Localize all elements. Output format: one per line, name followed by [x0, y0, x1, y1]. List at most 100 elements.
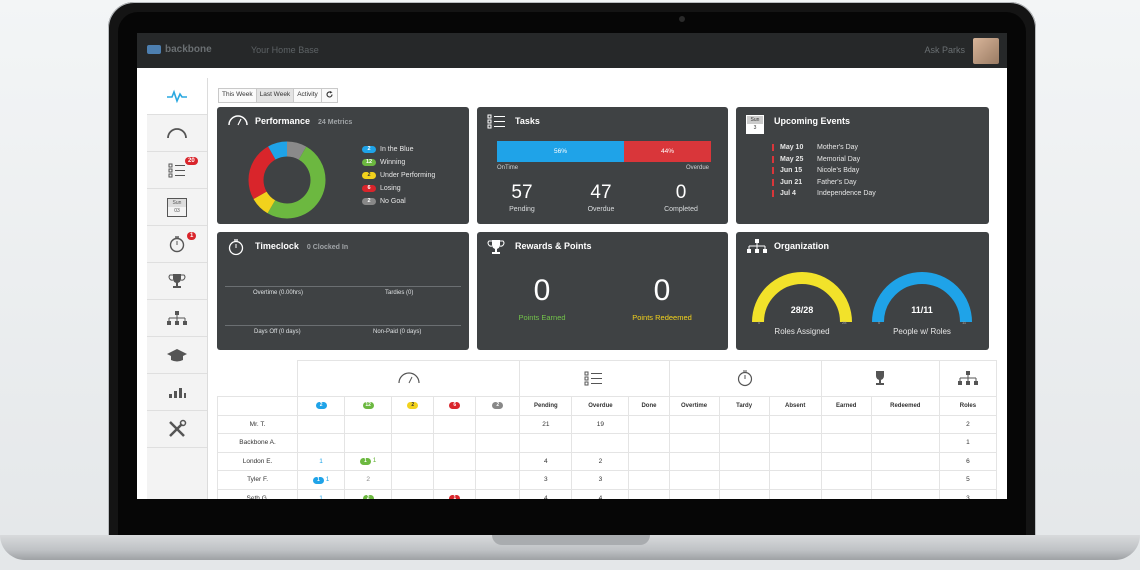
sidebar-item-organization[interactable]: [147, 300, 207, 337]
header-overdue[interactable]: Overdue: [571, 396, 630, 416]
organization-tile[interactable]: Organization 28/28 0 28 Roles Assigned 1…: [736, 232, 989, 350]
overdue-bar: 44%: [624, 141, 711, 162]
cell: [475, 451, 521, 471]
roles-value: 28/28: [790, 305, 814, 315]
header-losing[interactable]: 6: [433, 396, 477, 416]
rewards-tile[interactable]: Rewards & Points 0 Points Earned 0 Point…: [477, 232, 728, 350]
trophy-icon: [876, 370, 885, 385]
cell: [668, 451, 720, 471]
points-redeemed-label: Points Redeemed: [632, 313, 692, 322]
table-row[interactable]: London E. 1 1 1 4 2 6: [216, 451, 998, 471]
header-winning[interactable]: 12: [344, 396, 393, 416]
header-in-blue[interactable]: 2: [297, 396, 346, 416]
events-title: Upcoming Events: [774, 116, 851, 126]
cell: [391, 488, 435, 499]
tab-last-week[interactable]: Last Week: [255, 88, 295, 103]
tab-this-week[interactable]: This Week: [218, 88, 257, 103]
checklist-icon: [584, 371, 603, 385]
legend-count: 2: [362, 198, 376, 205]
sidebar-item-calendar[interactable]: Sun 03: [147, 189, 207, 226]
donut-segment: [248, 141, 326, 219]
laptop-notch: [492, 535, 650, 545]
people-gauge: [872, 272, 972, 323]
table-row[interactable]: Seth G. 1 2 1 4 4 3: [216, 488, 998, 499]
tasks-title: Tasks: [515, 116, 540, 126]
calendar-icon-month: Sun: [168, 198, 186, 207]
performance-title: Performance 24 Metrics: [255, 116, 352, 126]
cell-overdue: 3: [571, 470, 630, 490]
sidebar-item-training[interactable]: [147, 337, 207, 374]
performance-tile[interactable]: Performance 24 Metrics 2 In the Blue 12 Win…: [217, 107, 469, 224]
sidebar-item-tools[interactable]: [147, 411, 207, 448]
table-row[interactable]: Mr. T. 21 19 2: [216, 414, 998, 434]
brand-logo[interactable]: backbone: [147, 44, 212, 55]
header-pending[interactable]: Pending: [519, 396, 573, 416]
pending-label: Pending: [509, 206, 535, 213]
roles-min: 0: [758, 320, 761, 325]
header-earned[interactable]: Earned: [820, 396, 872, 416]
avatar[interactable]: [973, 38, 999, 64]
header-done[interactable]: Done: [628, 396, 670, 416]
non-paid-label: Non-Paid (0 days): [373, 329, 422, 335]
user-name[interactable]: Ask Parks: [924, 45, 965, 55]
timeclock-tile[interactable]: Timeclock 0 Clocked In Overtime (0.00hrs)…: [217, 232, 469, 350]
calendar-icon-day: 03: [174, 207, 180, 214]
org-group-header: [938, 360, 998, 397]
cell-pending: [519, 433, 573, 453]
cell: [768, 470, 822, 490]
row-name[interactable]: Backbone A.: [216, 433, 299, 453]
header-redeemed[interactable]: Redeemed: [870, 396, 940, 416]
header-overtime[interactable]: Overtime: [668, 396, 720, 416]
name-header: [216, 396, 299, 416]
cell: [668, 488, 720, 499]
sidebar-item-reports[interactable]: [147, 374, 207, 411]
cell: [718, 433, 770, 453]
tasks-tile[interactable]: Tasks 56% 44% OnTime Overdue 57 Pending …: [477, 107, 728, 224]
sidebar-item-rewards[interactable]: [147, 263, 207, 300]
row-name[interactable]: Mr. T.: [216, 414, 299, 434]
sidebar-item-timeclock[interactable]: 1: [147, 226, 207, 263]
event-item[interactable]: Jul 4 Independence Day: [772, 188, 876, 199]
row-name[interactable]: Seth G.: [216, 488, 299, 499]
timeclock-subtitle: 0 Clocked In: [306, 244, 349, 251]
graduation-cap-icon: [167, 349, 187, 362]
event-item[interactable]: Jun 15 Nicole's Bday: [772, 165, 859, 176]
cell: [628, 433, 670, 453]
event-item[interactable]: Jun 21 Father's Day: [772, 177, 856, 188]
header-absent[interactable]: Absent: [768, 396, 822, 416]
top-bar: backbone Your Home Base Ask Parks: [137, 33, 1007, 68]
header-roles[interactable]: Roles: [938, 396, 998, 416]
pending-count: 57: [511, 182, 533, 203]
cell-roles: 2: [938, 414, 998, 434]
cell: [870, 488, 940, 499]
stopwatch-icon: [737, 370, 753, 386]
header-no-goal[interactable]: 2: [475, 396, 521, 416]
cell: [475, 488, 521, 499]
sidebar-item-activity[interactable]: [147, 78, 207, 115]
refresh-button[interactable]: [320, 88, 338, 103]
sidebar-item-tasks[interactable]: 20: [147, 152, 207, 189]
row-name[interactable]: London E.: [216, 451, 299, 471]
overtime-label: Overtime (0.00hrs): [253, 290, 304, 296]
event-name: Father's Day: [817, 178, 857, 186]
header-under[interactable]: 2: [391, 396, 435, 416]
event-item[interactable]: May 25 Memorial Day: [772, 154, 860, 165]
table-row[interactable]: Backbone A. 1: [216, 433, 998, 453]
event-marker: [772, 167, 774, 174]
cell-green-value: 1: [372, 457, 377, 465]
events-tile[interactable]: Sun 3 Upcoming Events May 10 Mother's Day …: [736, 107, 989, 224]
header-tardy[interactable]: Tardy: [718, 396, 770, 416]
perf-group-header: [297, 360, 521, 397]
sidebar-item-performance[interactable]: [147, 115, 207, 152]
points-earned-label: Points Earned: [518, 313, 566, 322]
tab-activity[interactable]: Activity: [293, 88, 322, 103]
cell: [820, 433, 872, 453]
legend-count: 2: [362, 172, 376, 179]
brand-icon: [147, 44, 161, 54]
cell-overdue: 2: [571, 451, 630, 471]
event-item[interactable]: May 10 Mother's Day: [772, 142, 858, 153]
row-name[interactable]: Tyler F.: [216, 470, 299, 490]
table-row[interactable]: Tyler F. 1 1 2 3 3 5: [216, 470, 998, 490]
rewards-group-header: [820, 360, 940, 397]
event-marker: [772, 144, 774, 151]
